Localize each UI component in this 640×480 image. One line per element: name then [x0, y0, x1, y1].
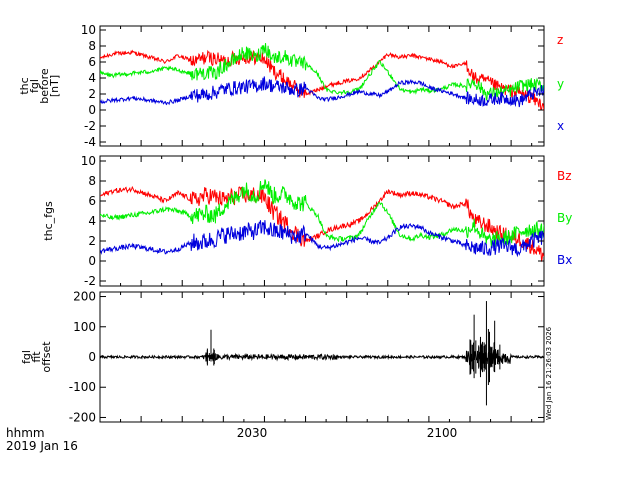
legend-by: By [557, 211, 572, 225]
series-line-y [100, 43, 544, 101]
y-tick-label: -200 [69, 410, 96, 424]
x-axis-label-hhmm: hhmm [6, 426, 45, 440]
middle-panel [100, 179, 544, 263]
y-tick-label: 10 [81, 23, 96, 37]
timestamp-stamp: Wed Jan 16 21:26:03 2026 [545, 326, 553, 420]
legend-y: y [557, 77, 564, 91]
ylabel-line: thc_fgs [42, 201, 55, 241]
series-line-z [100, 49, 544, 111]
axis-ticks: -4 -2 0 2 4 6 8 10 -2 0 2 4 6 8 10 -200 -100 0 100 200 [69, 23, 544, 424]
y-tick-label: 0 [88, 350, 96, 364]
y-tick-label: 8 [88, 174, 96, 188]
y-tick-label: 2 [88, 234, 96, 248]
ylabel-line: thc [18, 77, 31, 94]
series-line-bx [100, 220, 544, 258]
y-tick-label: 4 [88, 214, 96, 228]
x-axis-label-date: 2019 Jan 16 [6, 439, 78, 453]
x-tick-label: 2030 [237, 426, 268, 440]
y-tick-label: 6 [88, 194, 96, 208]
y-tick-label: -2 [84, 119, 96, 133]
y-tick-label: 0 [88, 254, 96, 268]
legend-bx: Bx [557, 253, 572, 267]
y-tick-label: 2 [88, 87, 96, 101]
ylabel-line: before [38, 68, 51, 104]
y-tick-label: -4 [84, 135, 96, 149]
ylabel-line: fgl [28, 79, 41, 93]
series-line-by [100, 179, 544, 248]
y-tick-label: 200 [73, 290, 96, 304]
top-panel [100, 43, 544, 111]
y-tick-label: 0 [88, 103, 96, 117]
bottom-panel [100, 301, 544, 406]
y-tick-label: 10 [81, 154, 96, 168]
y-tick-label: 6 [88, 55, 96, 69]
ylabel-line: fit [30, 351, 43, 363]
series-line-x [100, 76, 544, 108]
y-tick-label: 100 [73, 320, 96, 334]
bottom-panel-ylabel: fgl fit offset [20, 341, 53, 373]
ylabel-line: offset [40, 341, 53, 373]
legend-bz: Bz [557, 169, 572, 183]
y-tick-label: 4 [88, 71, 96, 85]
legend-x: x [557, 119, 564, 133]
series-line-bz [100, 185, 544, 263]
ylabel-line: fgl [20, 350, 33, 364]
y-tick-label: 8 [88, 39, 96, 53]
y-tick-label: -2 [84, 274, 96, 288]
legend-z: z [557, 33, 563, 47]
middle-panel-ylabel: thc_fgs [42, 201, 55, 241]
top-panel-ylabel: thc fgl before [nT] [18, 68, 61, 104]
y-tick-label: -100 [69, 380, 96, 394]
x-tick-label: 2100 [427, 426, 458, 440]
ylabel-line: [nT] [48, 75, 61, 97]
middle-panel-frame [99, 155, 545, 287]
